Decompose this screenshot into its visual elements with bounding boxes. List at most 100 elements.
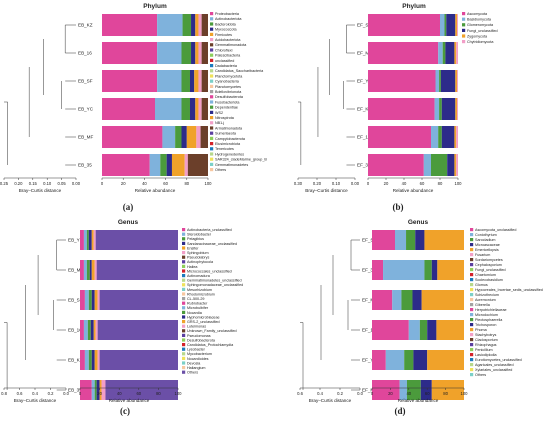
- legend-label: Agaricales_unclassified: [475, 363, 514, 367]
- legend-label: Haliea: [187, 265, 198, 269]
- legend-swatch: [182, 333, 186, 337]
- bar-segment: [95, 230, 178, 250]
- bar-segment: [189, 98, 196, 120]
- bar-segment: [431, 380, 464, 400]
- tree-axis-label: Bray–Curtis distance: [309, 398, 352, 403]
- legend-label: Desulfobacterota: [215, 95, 244, 99]
- legend-swatch: [470, 238, 474, 242]
- legend-label: Actinobacteria_unclassified: [187, 228, 232, 232]
- legend-swatch: [182, 278, 186, 282]
- bar-segment: [201, 42, 208, 64]
- legend-swatch: [182, 232, 186, 236]
- bar-segment: [431, 126, 439, 148]
- bar-tick-label: 80: [156, 391, 161, 396]
- bar-segment: [395, 230, 407, 250]
- bar-segment: [88, 230, 92, 250]
- legend-label: Stachybotrys: [475, 333, 496, 337]
- legend-label: Myxococcota: [215, 28, 237, 32]
- sample-label: EF_35: [362, 268, 376, 273]
- legend-swatch: [210, 53, 214, 57]
- bar-segment: [420, 380, 432, 400]
- tree-tick-label: 0.0: [357, 391, 363, 396]
- legend-label: Others: [215, 168, 226, 172]
- legend-label: Rubrobacter: [187, 302, 208, 306]
- legend-label: Zygomycota: [467, 34, 488, 38]
- bar-tick-label: 60: [420, 181, 425, 186]
- legend-label: Microascaceae: [475, 243, 500, 247]
- bar-segment: [457, 14, 458, 36]
- legend-swatch: [182, 324, 186, 328]
- chart-title: Genus: [118, 219, 139, 226]
- legend-swatch: [470, 328, 474, 332]
- tree-tick-label: 0.05: [58, 181, 67, 186]
- chart-title: Genus: [408, 219, 429, 226]
- panel-d: Genus 0.6 0.4 0.2 0.0 Bray–Curtis distance EF_…: [297, 219, 543, 416]
- legend-label: Cyanobacteria: [215, 80, 240, 84]
- legend-swatch: [210, 48, 214, 52]
- sample-label: EF_YC: [357, 79, 372, 84]
- bar-segment: [102, 98, 155, 120]
- bar-segment: [438, 42, 443, 64]
- legend-label: Schizothecium: [475, 293, 499, 297]
- bar-segment: [96, 380, 100, 400]
- bar-tick-label: 40: [402, 181, 407, 186]
- bar-tick-label: 40: [117, 391, 122, 396]
- legend-label: Pseudomonas: [187, 334, 211, 338]
- bar-segment: [191, 14, 196, 36]
- bar-axis-label: Relative abundance: [393, 188, 434, 193]
- bar-segment: [368, 14, 440, 36]
- legend-swatch: [470, 348, 474, 352]
- legend-swatch: [210, 84, 214, 88]
- panel-c: Genus 0.8 0.6 0.4 0.2 0.0 Bray–Curtis distance…: [1, 219, 243, 416]
- bar-segment: [424, 230, 464, 250]
- bar-segment: [187, 154, 208, 176]
- legend-label: Mycobacterium: [187, 352, 212, 356]
- bar-segment: [372, 260, 384, 280]
- legend-label: Lysobacter: [187, 348, 206, 352]
- legend-swatch: [182, 264, 186, 268]
- legend-swatch: [182, 237, 186, 241]
- legend-swatch: [182, 269, 186, 273]
- bar-segment: [368, 154, 424, 176]
- dendrogram: [300, 239, 360, 391]
- legend-swatch: [470, 253, 474, 257]
- legend-label: Glomus: [475, 283, 488, 287]
- sample-label: EF_SF: [362, 238, 376, 243]
- legend-swatch: [470, 283, 474, 287]
- legend-swatch: [210, 38, 214, 42]
- bar-segment: [457, 98, 458, 120]
- bar-segment: [445, 42, 455, 64]
- legend-label: Hypocreales_Incertae_sedis_unclassified: [475, 288, 543, 292]
- bar-tick-label: 0: [371, 391, 374, 396]
- bar-segment: [368, 126, 431, 148]
- bar-segment: [441, 126, 455, 148]
- legend-swatch: [470, 228, 474, 232]
- legend-label: Sumerlaeota: [215, 132, 237, 136]
- bar-segment: [155, 98, 182, 120]
- bar-segment: [438, 126, 442, 148]
- legend-label: Rhodomicrobium: [187, 292, 215, 296]
- legend-swatch: [470, 343, 474, 347]
- bar-segment: [404, 350, 414, 370]
- legend-label: Bacteroidota: [215, 22, 237, 26]
- legend-swatch: [182, 347, 186, 351]
- bar-segment: [97, 350, 100, 370]
- legend-label: Dadabacteria: [215, 64, 238, 68]
- tree-tick-label: 0.25: [0, 181, 9, 186]
- legend-label: unclassified: [215, 59, 234, 63]
- bar-segment: [424, 260, 432, 280]
- bar-segment: [94, 290, 98, 310]
- bar-segment: [198, 98, 202, 120]
- bar-tick-label: 20: [388, 391, 393, 396]
- legend-swatch: [470, 313, 474, 317]
- legend-label: GRS-2_unclassified: [187, 320, 220, 324]
- bar-tick-label: 0: [79, 391, 82, 396]
- legend-label: Chaetomium: [475, 273, 496, 277]
- legend-label: Sandaracinaceae_unclassified: [187, 242, 237, 246]
- bar-segment: [87, 320, 91, 340]
- bar-segment: [83, 230, 87, 250]
- bar-segment: [97, 290, 100, 310]
- tree-axis-label: Bray–Curtis distance: [14, 398, 57, 403]
- legend-swatch: [210, 147, 214, 151]
- bar-segment: [454, 42, 457, 64]
